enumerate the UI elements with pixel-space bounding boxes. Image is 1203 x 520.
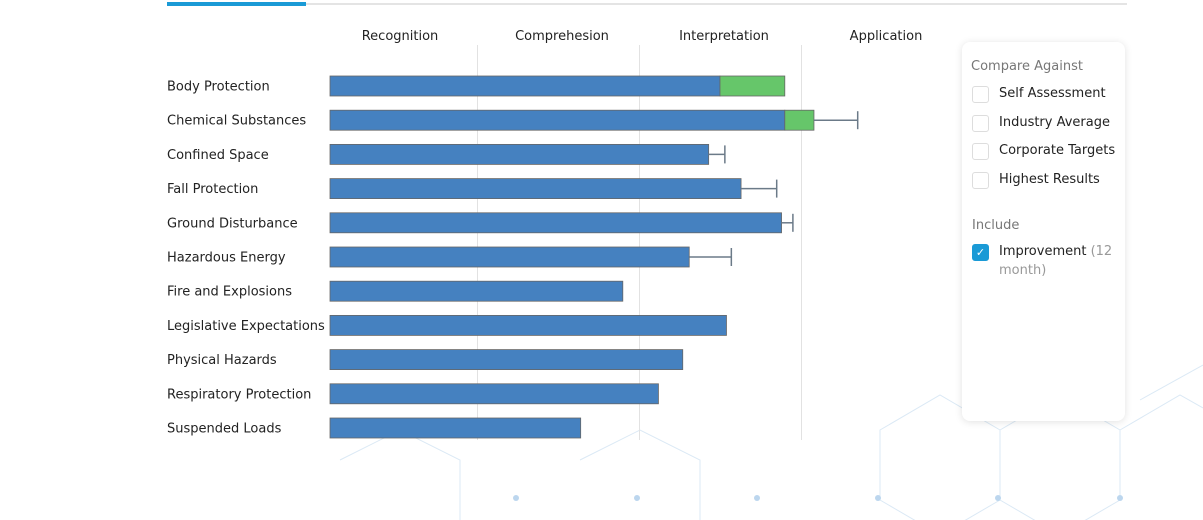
competency-bar-chart: Recognition Comprehesion Interpretation App… bbox=[167, 29, 923, 440]
compare-checkbox[interactable]: Industry Average bbox=[972, 114, 1110, 132]
compare-checkbox[interactable]: Highest Results bbox=[972, 172, 1100, 190]
level-label: Application bbox=[850, 29, 923, 44]
category-label: Fire and Explosions bbox=[167, 285, 292, 300]
score-bar[interactable] bbox=[329, 383, 659, 405]
checkbox-label: Highest Results bbox=[999, 172, 1100, 188]
error-bar bbox=[708, 145, 726, 164]
improvement-label: Improvement bbox=[999, 244, 1087, 259]
error-bar bbox=[689, 248, 733, 266]
improvement-bar[interactable] bbox=[719, 75, 786, 97]
check-icon[interactable]: ✓ bbox=[972, 244, 989, 261]
compare-against-title: Compare Against bbox=[971, 59, 1083, 74]
checkbox-label: Self Assessment bbox=[999, 86, 1106, 101]
error-bar bbox=[813, 111, 859, 130]
checkbox-box[interactable] bbox=[972, 86, 989, 103]
score-bar[interactable] bbox=[329, 109, 786, 131]
tab-bar-track bbox=[167, 3, 1127, 5]
include-title: Include bbox=[972, 218, 1020, 233]
category-label: Chemical Substances bbox=[167, 114, 306, 129]
category-label: Confined Space bbox=[167, 148, 269, 163]
level-label: Comprehesion bbox=[515, 29, 609, 44]
category-label: Hazardous Energy bbox=[167, 251, 286, 266]
category-label: Legislative Expectations bbox=[167, 319, 325, 334]
checkbox-label: Industry Average bbox=[999, 114, 1110, 130]
error-bar bbox=[741, 179, 778, 198]
score-bar[interactable] bbox=[329, 178, 742, 200]
category-label: Physical Hazards bbox=[167, 353, 277, 368]
error-bar bbox=[781, 213, 794, 232]
checkbox-label: Corporate Targets bbox=[999, 143, 1116, 159]
score-bar[interactable] bbox=[329, 314, 727, 336]
category-label: Body Protection bbox=[167, 80, 270, 95]
compare-checkbox[interactable]: Self Assessment bbox=[972, 86, 1106, 103]
score-bar[interactable] bbox=[329, 417, 582, 439]
improvement-checkbox[interactable]: ✓ Improvement (12 month) bbox=[972, 244, 1119, 280]
compare-checkbox[interactable]: Corporate Targets bbox=[972, 143, 1116, 161]
score-bar[interactable] bbox=[329, 212, 782, 234]
category-label: Respiratory Protection bbox=[167, 387, 311, 402]
score-bar[interactable] bbox=[329, 280, 624, 302]
score-bar[interactable] bbox=[329, 246, 690, 268]
tab-active-indicator[interactable] bbox=[167, 2, 306, 6]
score-bar[interactable] bbox=[329, 143, 710, 165]
category-label: Fall Protection bbox=[167, 182, 258, 197]
category-label: Ground Disturbance bbox=[167, 216, 298, 231]
score-bar[interactable] bbox=[329, 349, 684, 371]
level-label: Interpretation bbox=[679, 29, 769, 44]
improvement-suffix: (12 month) bbox=[999, 244, 1113, 278]
score-bar[interactable] bbox=[329, 75, 721, 97]
checkbox-box[interactable] bbox=[972, 143, 989, 161]
improvement-bar[interactable] bbox=[784, 109, 815, 131]
level-label: Recognition bbox=[362, 29, 439, 44]
checkbox-box[interactable] bbox=[972, 172, 989, 190]
category-label: Suspended Loads bbox=[167, 422, 282, 437]
compare-panel: Compare Against Self Assessment Industry … bbox=[962, 42, 1125, 421]
checkbox-box[interactable] bbox=[972, 114, 989, 132]
